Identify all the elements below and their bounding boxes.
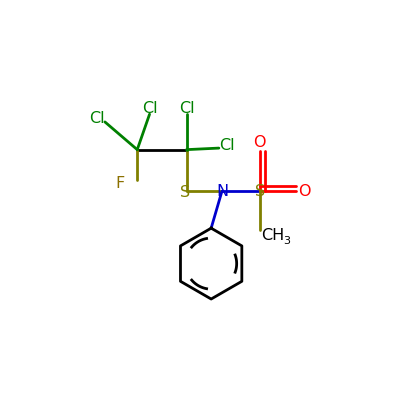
Text: N: N bbox=[216, 184, 228, 199]
Text: S: S bbox=[255, 184, 266, 199]
Text: CH: CH bbox=[261, 228, 284, 243]
Text: Cl: Cl bbox=[142, 101, 158, 116]
Text: S: S bbox=[180, 185, 190, 200]
Text: Cl: Cl bbox=[89, 111, 105, 126]
Text: F: F bbox=[116, 176, 125, 191]
Text: 3: 3 bbox=[283, 236, 290, 246]
Text: O: O bbox=[253, 135, 265, 150]
Text: Cl: Cl bbox=[179, 101, 195, 116]
Text: O: O bbox=[298, 184, 311, 199]
Text: Cl: Cl bbox=[219, 138, 234, 154]
